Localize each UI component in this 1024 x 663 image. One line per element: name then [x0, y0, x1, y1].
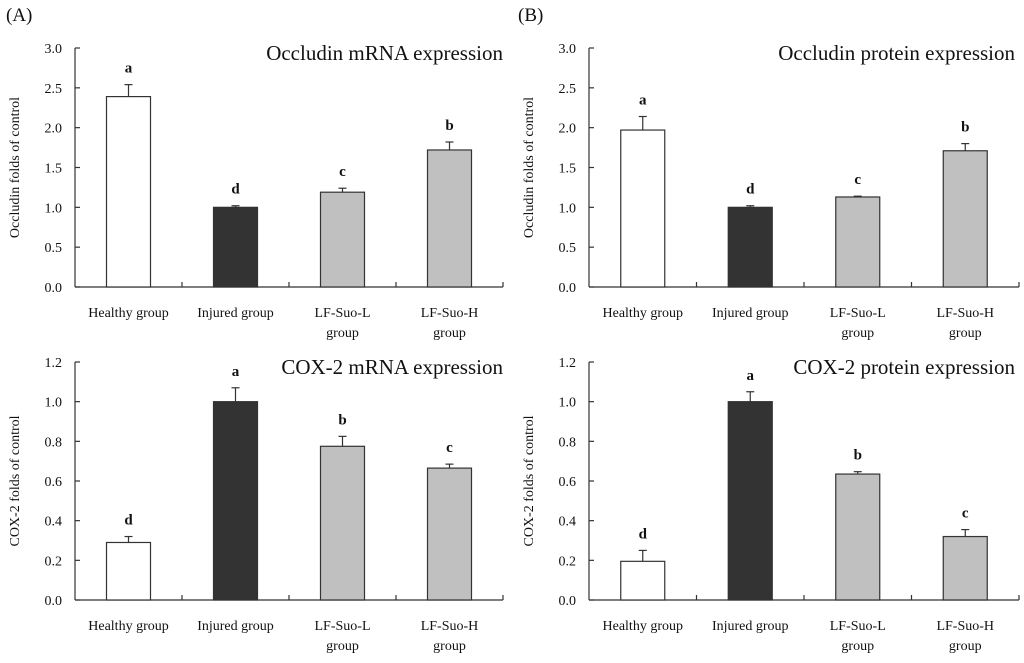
- x-tick-label: LF-Suo-L: [830, 306, 886, 321]
- x-tick-label: group: [433, 639, 466, 654]
- y-tick-label: 0.0: [45, 281, 63, 296]
- significance-label: d: [746, 182, 755, 198]
- x-tick-label: group: [841, 326, 874, 341]
- x-tick-label: Healthy group: [603, 619, 683, 634]
- significance-label: a: [747, 368, 755, 384]
- y-tick-label: 2.0: [559, 122, 577, 137]
- y-tick-label: 0.8: [45, 435, 63, 450]
- x-tick-label: Injured group: [197, 619, 274, 634]
- bar: [105, 541, 152, 601]
- y-tick-label: 1.0: [559, 396, 577, 411]
- chart-2: 0.0 0.5 1.0 1.5 2.0 2.5 3.0 Occludin folds of c…: [522, 41, 1020, 341]
- y-tick-label: 0.0: [45, 594, 63, 609]
- y-tick-label: 0.6: [559, 475, 577, 490]
- y-tick-label: 1.0: [45, 201, 63, 216]
- x-tick-label: LF-Suo-H: [421, 306, 479, 321]
- x-tick-label: Healthy group: [603, 306, 683, 321]
- bar: [727, 401, 773, 601]
- x-tick-label: group: [949, 326, 982, 341]
- significance-label: a: [639, 93, 647, 109]
- bar: [620, 129, 666, 288]
- bar: [426, 149, 473, 288]
- y-tick-label: 0.4: [559, 515, 577, 530]
- significance-label: d: [231, 182, 240, 198]
- bar: [620, 560, 666, 601]
- y-axis-label: COX-2 folds of control: [522, 415, 537, 546]
- y-axis-label: Occludin folds of control: [8, 97, 23, 238]
- significance-label: d: [124, 513, 133, 529]
- y-tick-label: 1.0: [45, 396, 63, 411]
- x-tick-label: Injured group: [197, 306, 274, 321]
- bar: [319, 191, 366, 288]
- x-tick-label: LF-Suo-H: [421, 619, 479, 634]
- significance-label: c: [962, 506, 969, 522]
- y-tick-label: 0.2: [45, 554, 63, 569]
- y-tick-label: 0.5: [559, 241, 577, 256]
- x-tick-label: LF-Suo-L: [315, 619, 371, 634]
- x-tick-label: group: [949, 639, 982, 654]
- x-tick-label: Healthy group: [88, 306, 168, 321]
- chart-title: Occludin protein expression: [778, 41, 1015, 65]
- x-tick-label: group: [326, 639, 359, 654]
- bar: [727, 206, 773, 288]
- y-tick-label: 0.4: [45, 515, 63, 530]
- y-tick-label: 1.5: [559, 162, 577, 177]
- x-tick-label: Injured group: [712, 306, 789, 321]
- chart-3: 0.0 0.2 0.4 0.6 0.8 1.0 1.2 COX-2 folds of cont…: [8, 355, 504, 654]
- y-tick-label: 0.0: [559, 281, 577, 296]
- x-tick-label: group: [433, 326, 466, 341]
- chart-title: Occludin mRNA expression: [266, 41, 503, 65]
- bar: [105, 95, 152, 288]
- significance-label: a: [232, 364, 240, 380]
- y-axis-label: Occludin folds of control: [522, 97, 537, 238]
- chart-title: COX-2 mRNA expression: [281, 355, 503, 379]
- y-tick-label: 0.0: [559, 594, 577, 609]
- y-tick-label: 2.0: [45, 122, 63, 137]
- y-tick-label: 0.2: [559, 554, 577, 569]
- bar: [835, 196, 881, 288]
- panel-label-b: (B): [518, 5, 543, 26]
- significance-label: b: [338, 412, 346, 428]
- y-tick-label: 1.2: [559, 356, 577, 371]
- y-tick-label: 2.5: [559, 82, 577, 97]
- chart-4: 0.0 0.2 0.4 0.6 0.8 1.0 1.2 COX-2 folds of cont…: [522, 355, 1020, 654]
- bar: [942, 535, 988, 601]
- y-tick-label: 0.6: [45, 475, 63, 490]
- panel-label-a: (A): [6, 5, 32, 26]
- bar: [835, 473, 881, 601]
- x-tick-label: Injured group: [712, 619, 789, 634]
- bar: [942, 150, 988, 288]
- x-tick-label: LF-Suo-L: [315, 306, 371, 321]
- x-tick-label: LF-Suo-H: [936, 619, 994, 634]
- y-tick-label: 1.0: [559, 201, 577, 216]
- bar: [426, 467, 473, 601]
- y-tick-label: 1.2: [45, 356, 63, 371]
- significance-label: c: [854, 172, 861, 188]
- y-tick-label: 3.0: [45, 42, 63, 57]
- significance-label: c: [339, 164, 346, 180]
- x-tick-label: Healthy group: [88, 619, 168, 634]
- y-axis-label: COX-2 folds of control: [8, 415, 23, 546]
- bar: [212, 206, 259, 288]
- y-tick-label: 3.0: [559, 42, 577, 57]
- y-tick-label: 1.5: [45, 162, 63, 177]
- x-tick-label: LF-Suo-L: [830, 619, 886, 634]
- chart-1: 0.0 0.5 1.0 1.5 2.0 2.5 3.0 Occludin folds of c…: [8, 41, 504, 341]
- y-tick-label: 2.5: [45, 82, 63, 97]
- significance-label: c: [446, 440, 453, 456]
- y-tick-label: 0.5: [45, 241, 63, 256]
- significance-label: b: [445, 118, 453, 134]
- bar: [212, 401, 259, 601]
- chart-title: COX-2 protein expression: [793, 355, 1015, 379]
- x-tick-label: LF-Suo-H: [936, 306, 994, 321]
- x-tick-label: group: [841, 639, 874, 654]
- significance-label: b: [854, 448, 862, 464]
- x-tick-label: group: [326, 326, 359, 341]
- y-tick-label: 0.8: [559, 435, 577, 450]
- significance-label: b: [961, 120, 969, 136]
- bar: [319, 445, 366, 601]
- significance-label: a: [125, 61, 133, 77]
- significance-label: d: [639, 526, 648, 542]
